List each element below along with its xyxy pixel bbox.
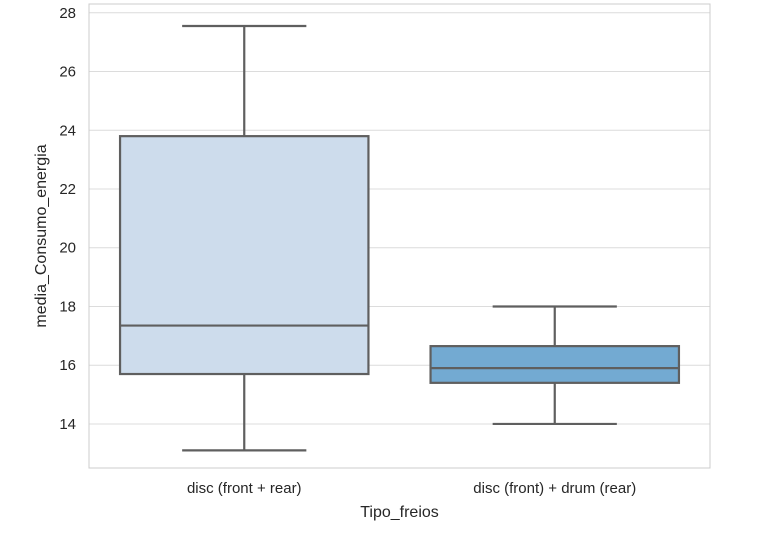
y-tick-label: 18 — [59, 298, 76, 315]
box-1 — [118, 24, 370, 452]
x-axis-label: Tipo_freios — [360, 504, 439, 521]
y-tick-label: 20 — [59, 240, 76, 257]
plot-frame — [88, 3, 711, 469]
tick-labels: 14 16 18 20 22 24 26 28 disc (front + rear) disc … — [59, 5, 636, 497]
y-tick-label: 26 — [59, 64, 76, 81]
y-axis-label: media_Consumo_energia — [33, 144, 50, 327]
boxes — [118, 24, 681, 452]
y-tick-label: 22 — [59, 181, 76, 198]
y-tick-label: 28 — [59, 5, 76, 22]
x-tick-label: disc (front + rear) — [187, 480, 302, 497]
y-tick-label: 16 — [59, 357, 76, 374]
box-2 — [429, 305, 681, 426]
x-tick-label: disc (front) + drum (rear) — [473, 480, 636, 497]
iqr-box — [429, 345, 681, 384]
y-tick-label: 24 — [59, 122, 76, 139]
y-tick-label: 14 — [59, 416, 76, 433]
iqr-box — [118, 135, 370, 376]
